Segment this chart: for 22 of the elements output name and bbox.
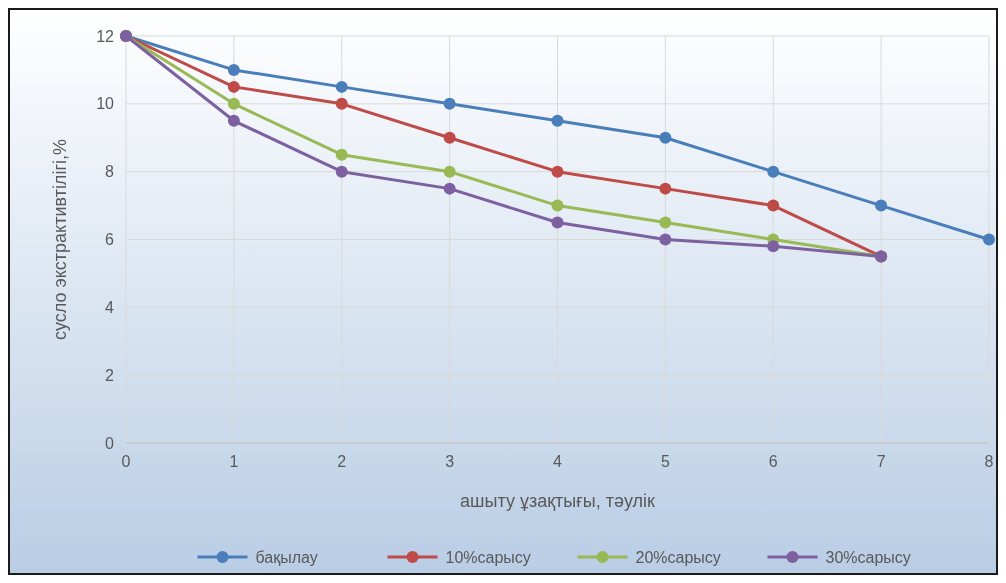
y-tick-label: 0: [105, 434, 115, 452]
legend-label: бақылау: [255, 548, 318, 566]
y-tick-label: 8: [105, 163, 115, 181]
legend-label: 20%сарысу: [635, 548, 721, 566]
x-tick-label: 1: [229, 453, 239, 470]
x-tick-label: 4: [553, 453, 563, 470]
x-tick-label: 2: [337, 453, 347, 470]
x-tick-label: 8: [984, 453, 994, 470]
legend-label: 10%сарысу: [445, 548, 531, 566]
y-tick-label: 4: [105, 298, 115, 316]
x-tick-label: 7: [876, 453, 886, 470]
y-tick-label: 12: [96, 27, 115, 45]
legend-label: 30%сарысу: [825, 548, 911, 566]
y-tick-label: 6: [105, 231, 115, 249]
x-tick-label: 6: [768, 453, 778, 470]
y-axis-title: сусло экстрактивтілігі,%: [50, 139, 70, 340]
x-tick-label: 5: [660, 453, 670, 470]
y-tick-label: 10: [96, 95, 115, 113]
x-axis-title: ашыту ұзақтығы, тәулік: [460, 491, 656, 511]
x-tick-label: 3: [445, 453, 455, 470]
y-tick-label: 2: [105, 366, 115, 384]
x-tick-label: 0: [121, 453, 131, 470]
